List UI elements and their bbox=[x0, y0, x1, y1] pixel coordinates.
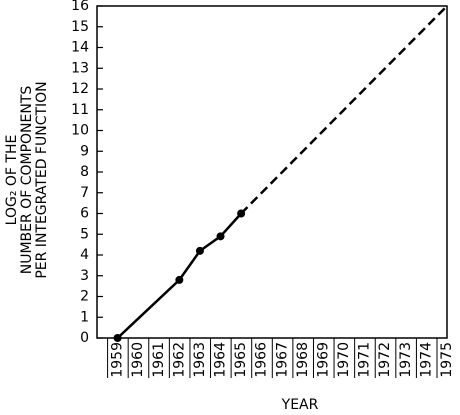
y-tick-label: 10 bbox=[71, 123, 89, 139]
x-tick-label: 1967 bbox=[274, 342, 290, 378]
x-tick-label: 1968 bbox=[295, 342, 311, 378]
data-point bbox=[195, 246, 204, 255]
y-tick-label: 16 bbox=[71, 0, 89, 14]
y-axis-title: NUMBER OF COMPONENTS bbox=[19, 86, 35, 275]
x-tick-label: 1975 bbox=[439, 342, 455, 378]
y-tick-label: 5 bbox=[80, 226, 89, 242]
y-axis-title: PER INTEGRATED FUNCTION bbox=[34, 81, 50, 278]
x-tick-label: 1971 bbox=[357, 342, 373, 378]
y-tick-label: 2 bbox=[80, 289, 89, 305]
y-tick-label: 6 bbox=[80, 206, 89, 222]
x-tick-label: 1969 bbox=[315, 342, 331, 378]
y-tick-label: 11 bbox=[71, 102, 89, 118]
y-tick-label: 13 bbox=[71, 60, 89, 76]
data-point bbox=[175, 275, 184, 284]
y-tick-label: 8 bbox=[80, 164, 89, 180]
y-tick-label: 9 bbox=[80, 143, 89, 159]
x-tick-label: 1962 bbox=[171, 342, 187, 378]
x-tick-label: 1961 bbox=[151, 342, 167, 378]
y-axis-title: LOG₂ OF THE bbox=[4, 135, 20, 226]
y-tick-label: 0 bbox=[80, 330, 89, 346]
x-tick-label: 1974 bbox=[418, 342, 434, 378]
x-tick-label: 1966 bbox=[254, 342, 270, 378]
y-tick-label: 3 bbox=[80, 268, 89, 284]
x-tick-label: 1973 bbox=[398, 342, 414, 378]
series-line bbox=[116, 212, 243, 339]
y-tick-label: 4 bbox=[80, 247, 89, 263]
series-line bbox=[240, 5, 448, 215]
x-tick-label: 1972 bbox=[377, 342, 393, 378]
x-tick-label: 1970 bbox=[336, 342, 352, 378]
plot-frame bbox=[96, 5, 448, 339]
x-axis-title: YEAR bbox=[281, 397, 319, 413]
y-tick-label: 14 bbox=[71, 40, 89, 56]
x-tick-label: 1960 bbox=[130, 342, 146, 378]
data-point bbox=[216, 232, 225, 241]
x-tick-label: 1964 bbox=[213, 342, 229, 378]
y-tick-label: 15 bbox=[71, 19, 89, 35]
x-tick-label: 1965 bbox=[233, 342, 249, 378]
y-tick-label: 7 bbox=[80, 185, 89, 201]
x-tick-label: 1959 bbox=[110, 342, 126, 378]
y-tick-label: 12 bbox=[71, 81, 89, 97]
x-tick-label: 1963 bbox=[192, 342, 208, 378]
data-point bbox=[113, 334, 122, 342]
y-tick-label: 1 bbox=[80, 309, 89, 325]
